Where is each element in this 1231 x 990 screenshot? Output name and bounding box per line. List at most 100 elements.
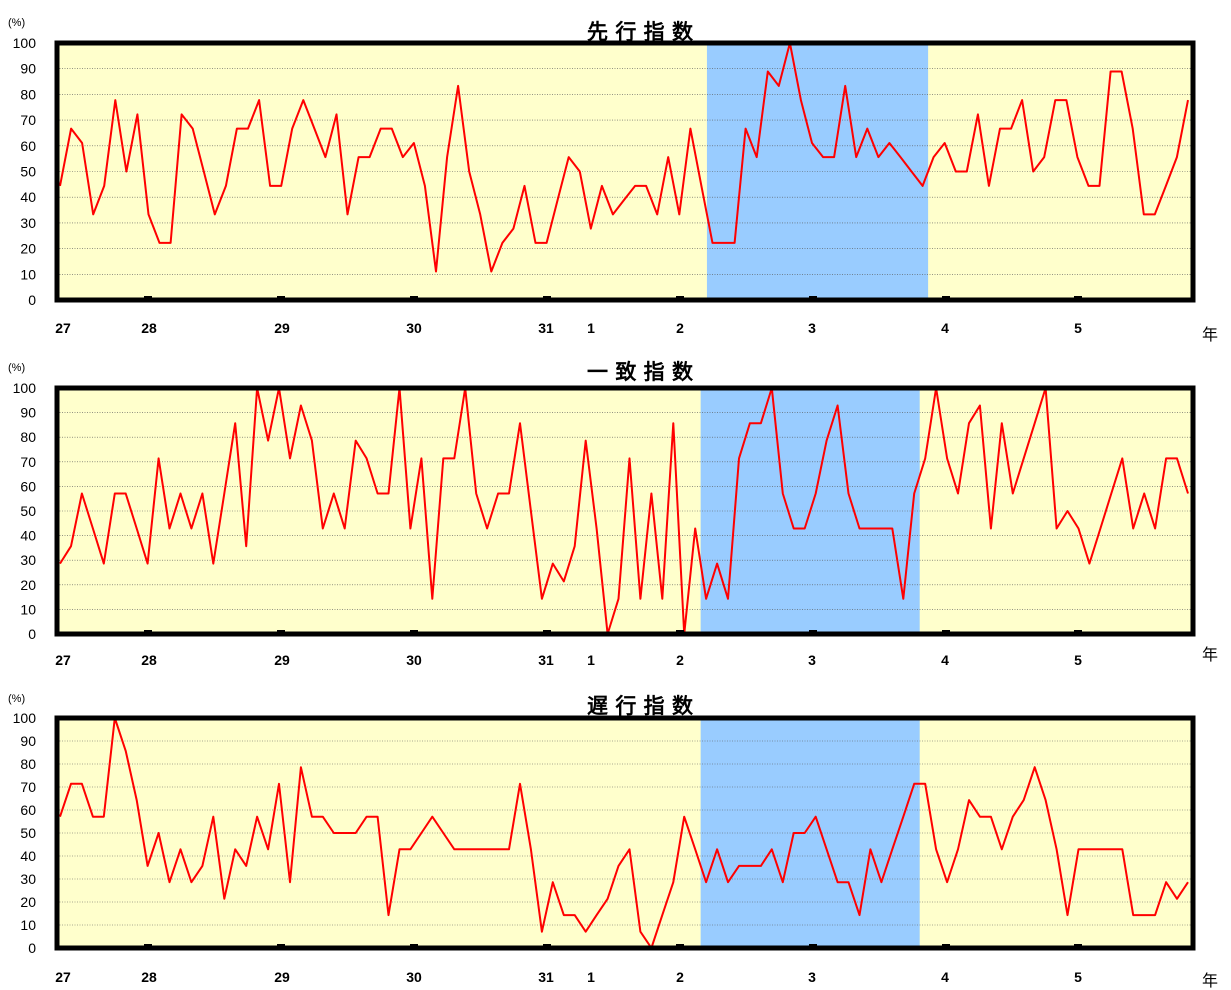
data-point [607, 898, 609, 900]
data-point [1187, 881, 1189, 883]
data-point [988, 185, 990, 187]
data-point [278, 783, 280, 785]
y-tick-label: 20 [20, 894, 36, 910]
data-point [1067, 510, 1069, 512]
data-point [738, 457, 740, 459]
chart-title: 一 致 指 数 [587, 360, 694, 384]
data-point [866, 128, 868, 130]
y-tick-label: 0 [28, 292, 36, 308]
x-tick-label: 31 [538, 320, 554, 336]
y-tick-label: 60 [20, 802, 36, 818]
data-point [563, 914, 565, 916]
data-point [490, 271, 492, 273]
data-point [966, 171, 968, 173]
data-point [977, 113, 979, 115]
x-tick-label: 30 [406, 969, 422, 985]
data-point [125, 171, 127, 173]
data-point [147, 563, 149, 565]
data-point [585, 440, 587, 442]
year-tick-mark [809, 296, 817, 301]
data-point [170, 242, 172, 244]
data-point [311, 816, 313, 818]
data-point [634, 185, 636, 187]
data-point [1165, 881, 1167, 883]
data-point [826, 848, 828, 850]
data-point [1056, 528, 1058, 530]
data-point [880, 881, 882, 883]
data-point [442, 832, 444, 834]
data-point [70, 545, 72, 547]
year-tick-mark [144, 296, 152, 301]
y-tick-label: 10 [20, 917, 36, 933]
data-point [694, 528, 696, 530]
data-point [946, 457, 948, 459]
data-point [1099, 848, 1101, 850]
y-tick-label: 40 [20, 189, 36, 205]
data-point [888, 142, 890, 144]
data-point [837, 405, 839, 407]
y-tick-label: 50 [20, 825, 36, 841]
data-point [336, 113, 338, 115]
data-point [1143, 493, 1145, 495]
data-point [81, 142, 83, 144]
y-tick-label: 0 [28, 940, 36, 956]
lagging-index-chart: 0 10 20 30 40 50 60 70 80 90 100 (%) 遅 行 指 数 27 28 29 30… [8, 693, 1218, 990]
data-point [689, 128, 691, 130]
x-tick-label: 31 [538, 652, 554, 668]
data-point [811, 142, 813, 144]
data-point [678, 213, 680, 215]
data-point [236, 128, 238, 130]
data-point [568, 156, 570, 158]
data-point [192, 128, 194, 130]
data-point [234, 422, 236, 424]
y-tick-label: 0 [28, 626, 36, 642]
data-point [508, 493, 510, 495]
data-point [1099, 528, 1101, 530]
data-point [979, 405, 981, 407]
y-tick-label: 80 [20, 86, 36, 102]
data-point [388, 914, 390, 916]
x-tick-label: 5 [1074, 652, 1082, 668]
y-tick-label: 20 [20, 241, 36, 257]
data-point [446, 156, 448, 158]
data-point [247, 128, 249, 130]
data-point [453, 457, 455, 459]
y-tick-label: 100 [13, 380, 37, 396]
data-point [1088, 563, 1090, 565]
year-tick-mark [809, 630, 817, 635]
data-point [280, 185, 282, 187]
data-point [541, 598, 543, 600]
data-point [431, 816, 433, 818]
data-point [136, 799, 138, 801]
data-point [1110, 493, 1112, 495]
year-tick-mark [676, 630, 684, 635]
x-tick-label: 2 [676, 320, 684, 336]
x-tick-label: 3 [808, 652, 816, 668]
data-point [497, 848, 499, 850]
data-point [844, 85, 846, 87]
data-point [114, 493, 116, 495]
x-tick-label: 29 [274, 969, 290, 985]
data-point [793, 832, 795, 834]
leading-index-chart: 0 10 20 30 40 50 60 70 80 90 100 (%) 先 行 指 数 27 28 29 30… [8, 17, 1218, 344]
data-point [1154, 213, 1156, 215]
year-tick-mark [1074, 296, 1082, 301]
data-point [258, 99, 260, 101]
data-point [1165, 457, 1167, 459]
data-point [880, 528, 882, 530]
data-point [935, 848, 937, 850]
data-point [574, 545, 576, 547]
x-tick-label: 4 [941, 320, 949, 336]
year-tick-mark [1074, 944, 1082, 949]
data-point [694, 848, 696, 850]
data-point [734, 242, 736, 244]
data-point [1165, 185, 1167, 187]
data-point [629, 457, 631, 459]
year-tick-mark [676, 296, 684, 301]
data-point [302, 99, 304, 101]
data-point [468, 171, 470, 173]
data-point [180, 493, 182, 495]
data-point [366, 816, 368, 818]
data-point [727, 881, 729, 883]
data-point [546, 242, 548, 244]
